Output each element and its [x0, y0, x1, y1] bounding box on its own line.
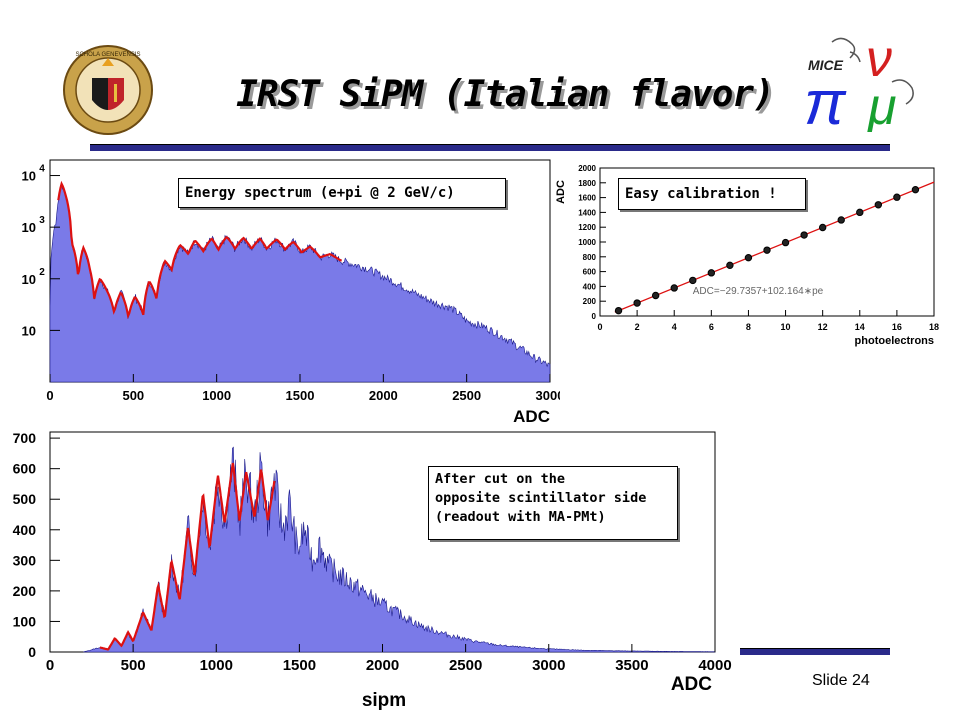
data-point — [689, 276, 697, 285]
x-tick-label: 18 — [929, 322, 939, 332]
y-tick-label: 0 — [592, 312, 597, 321]
x-tick-label: 2000 — [366, 657, 399, 674]
x-tick-label: 2500 — [452, 388, 481, 403]
data-point — [874, 201, 883, 209]
y-tick-label: 200 — [13, 583, 37, 599]
after-cut-line-3: (readout with MA-PMt) — [435, 509, 606, 525]
x-tick-label: 10 — [781, 322, 791, 332]
x-tick-label: 14 — [855, 322, 865, 332]
data-point — [837, 216, 845, 224]
fit-equation: ADC=−29.7357+102.164∗pe — [693, 286, 824, 297]
y-tick-label: 2000 — [578, 164, 596, 173]
x-tick-label: 1500 — [286, 388, 315, 403]
x-tick-label: 2 — [635, 322, 640, 332]
data-point — [633, 299, 641, 307]
energy-spectrum-annotation: Energy spectrum (e+pi @ 2 GeV/c) — [178, 178, 506, 208]
after-cut-line-2: opposite scintillator side — [435, 490, 647, 506]
seal-text: SCHOLA GENEVENSIS — [75, 52, 140, 58]
x-tick-label: 3500 — [615, 657, 648, 674]
data-point — [818, 223, 827, 232]
y-tick-label: 1000 — [578, 238, 596, 247]
x-tick-label: 2000 — [369, 388, 398, 403]
x-tick-label: 3000 — [532, 657, 565, 674]
y-tick-label: 0 — [28, 644, 36, 660]
y-tick-label: 1200 — [578, 223, 596, 232]
y-tick-label: 1400 — [578, 208, 596, 217]
data-point — [744, 253, 753, 262]
x-tick-label: 3000 — [536, 388, 560, 403]
data-point — [893, 193, 901, 201]
y-tick-label: 200 — [583, 297, 597, 306]
y-axis-label: ADC — [555, 180, 567, 204]
y-tick-label: 10 — [22, 169, 36, 184]
x-axis-label: ADC — [671, 674, 712, 695]
fit-curve — [57, 180, 342, 320]
data-point — [781, 238, 790, 247]
calibration-annotation: Easy calibration ! — [618, 178, 806, 210]
data-point — [726, 261, 734, 270]
x-axis-label: ADC — [513, 407, 550, 426]
y-tick-label: 800 — [583, 253, 597, 262]
y-tick-exponent: 4 — [39, 164, 45, 175]
data-point — [614, 306, 623, 315]
data-point — [707, 269, 716, 277]
x-tick-label: 8 — [746, 322, 751, 332]
x-tick-label: 16 — [892, 322, 902, 332]
mice-label: MICE — [808, 57, 844, 73]
x-tick-label: 4 — [672, 322, 677, 332]
x-tick-label: 4000 — [698, 657, 731, 674]
y-tick-label: 500 — [13, 491, 37, 507]
y-tick-label: 400 — [13, 522, 37, 538]
fit-curve — [99, 462, 276, 651]
after-cut-line-1: After cut on the — [435, 471, 566, 487]
data-point — [856, 208, 864, 217]
y-tick-label: 1600 — [578, 194, 596, 203]
y-tick-label: 1800 — [578, 179, 596, 188]
pi-symbol: π — [804, 69, 847, 132]
mice-logo: ν π μ MICE — [804, 32, 914, 132]
y-tick-label: 700 — [13, 430, 37, 446]
y-tick-exponent: 3 — [39, 215, 45, 226]
y-tick-label: 100 — [13, 613, 37, 629]
histogram-area — [83, 446, 716, 653]
x-tick-label: 1000 — [200, 657, 233, 674]
data-point — [911, 185, 920, 194]
after-cut-annotation: After cut on the opposite scintillator s… — [428, 466, 678, 540]
x-axis-label: photoelectrons — [855, 335, 934, 347]
x-tick-label: 500 — [121, 657, 146, 674]
slide-title: IRST SiPM (Italian flavor) — [236, 74, 775, 115]
y-tick-label: 600 — [583, 268, 597, 277]
footer-rule — [740, 648, 890, 655]
y-tick-label: 600 — [13, 461, 37, 477]
y-tick-label: 10 — [22, 220, 36, 235]
x-tick-label: 2500 — [449, 657, 482, 674]
university-seal-logo: SCHOLA GENEVENSIS — [63, 45, 153, 135]
data-point — [670, 284, 678, 292]
data-point — [763, 246, 771, 254]
slide-number: Slide 24 — [812, 672, 870, 689]
y-tick-label: 10 — [22, 323, 36, 338]
header-rule — [90, 144, 890, 151]
x-tick-label: 500 — [122, 388, 144, 403]
nu-symbol: ν — [866, 32, 892, 88]
chart-title: sipm — [362, 690, 406, 711]
y-tick-exponent: 2 — [39, 267, 45, 278]
x-tick-label: 0 — [46, 657, 54, 674]
x-tick-label: 6 — [709, 322, 714, 332]
y-tick-label: 400 — [583, 282, 597, 291]
x-tick-label: 1000 — [202, 388, 231, 403]
x-tick-label: 0 — [597, 322, 602, 332]
mu-symbol: μ — [866, 78, 897, 132]
y-tick-label: 300 — [13, 552, 37, 568]
x-tick-label: 12 — [818, 322, 828, 332]
y-tick-label: 10 — [22, 272, 36, 287]
x-tick-label: 0 — [46, 388, 53, 403]
x-tick-label: 1500 — [283, 657, 316, 674]
data-point — [800, 231, 808, 239]
data-point — [651, 291, 660, 300]
